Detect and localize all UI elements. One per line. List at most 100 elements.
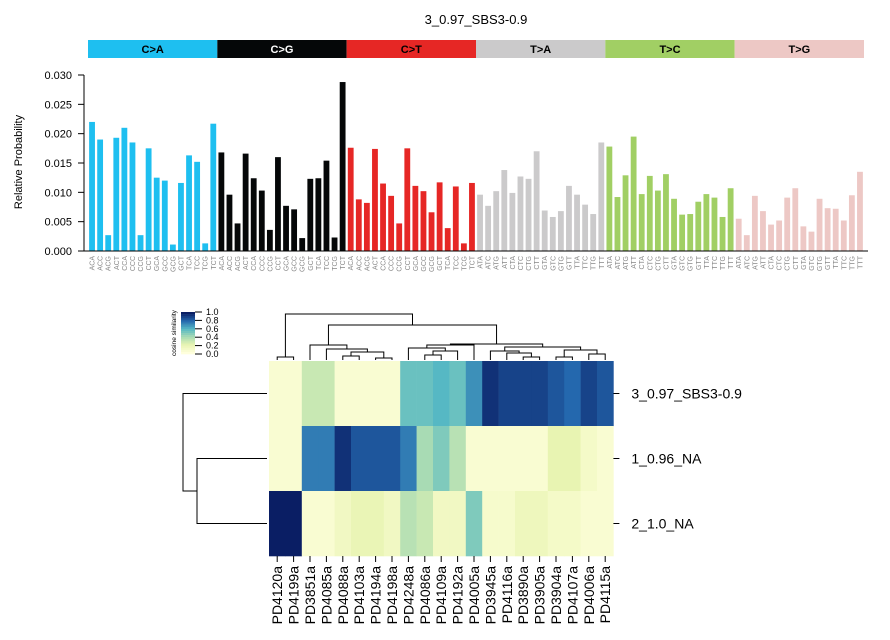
bar-45 [444, 228, 451, 251]
bar-54 [517, 176, 524, 251]
col-label-18: PD3904a [548, 566, 564, 625]
x-tick-label-42: GCC [421, 256, 428, 272]
y-tick-label-4: 0.020 [44, 129, 72, 141]
x-tick-label-39: CCG [397, 256, 404, 272]
row-label-2: 1_0.96_NA [631, 451, 702, 467]
bar-21 [250, 178, 257, 251]
bar-22 [258, 190, 265, 251]
strip-6 [734, 40, 864, 58]
bar-69 [638, 194, 645, 251]
strip-1 [88, 40, 218, 58]
x-tick-label-69: CTA [639, 256, 646, 270]
x-tick-label-34: ACC [356, 256, 363, 271]
strip-label-5: T>C [659, 44, 680, 56]
cell-r1-c3 [301, 361, 319, 427]
x-tick-label-19: ACG [235, 256, 242, 271]
bar-62 [582, 204, 589, 251]
cell-r3-c17 [531, 491, 549, 557]
y-tick-label-1: 0.005 [44, 217, 72, 229]
x-tick-label-74: GTC [680, 256, 687, 271]
cell-r1-c2 [285, 361, 303, 427]
legend-swatch-15 [181, 341, 195, 344]
legend-swatch-7 [181, 324, 195, 327]
col-label-17: PD3905a [532, 566, 548, 625]
cell-r1-c19 [564, 361, 581, 427]
bar-77 [703, 194, 710, 251]
cell-r1-c7 [367, 361, 385, 427]
bar-74 [679, 214, 686, 251]
col-label-8: PD4198a [384, 566, 400, 625]
x-tick-label-36: ACT [372, 255, 379, 270]
cell-r1-c20 [580, 361, 598, 427]
bar-89 [800, 226, 807, 251]
col-label-19: PD4107a [564, 566, 580, 625]
y-tick-label-5: 0.025 [44, 99, 72, 111]
col-label-9: PD4248a [400, 566, 416, 625]
bar-4 [113, 137, 120, 251]
strip-4 [476, 40, 606, 58]
col-label-5: PD4088a [335, 566, 351, 625]
cell-r1-c8 [383, 361, 401, 427]
col-dendro-link-10 [426, 344, 475, 360]
x-tick-label-72: CTT [663, 255, 670, 269]
x-tick-label-59: GTG [558, 256, 565, 271]
legend-swatch-8 [181, 326, 195, 330]
x-tick-label-76: GTT [696, 255, 703, 270]
cell-r1-c16 [515, 361, 532, 427]
x-tick-label-9: GCA [154, 256, 161, 272]
x-tick-label-47: TCG [461, 256, 468, 271]
legend-swatch-5 [181, 320, 195, 323]
bar-61 [574, 194, 580, 251]
x-tick-label-51: ATG [494, 256, 501, 270]
x-tick-label-30: TCC [324, 256, 331, 270]
cell-r3-c8 [383, 491, 401, 557]
col-label-14: PD3945a [482, 566, 498, 625]
bar-92 [824, 208, 831, 251]
cell-r1-c21 [597, 361, 614, 427]
bar-46 [452, 186, 459, 251]
x-tick-label-86: CTC [777, 256, 784, 270]
bar-8 [145, 148, 152, 251]
x-tick-label-50: ATC [486, 256, 493, 269]
cell-r3-c10 [416, 491, 434, 557]
bar-48 [469, 182, 475, 251]
x-tick-label-71: CTG [655, 256, 662, 271]
cell-r1-c12 [449, 361, 467, 427]
col-label-4: PD4085a [318, 566, 334, 625]
y-tick-label-0: 0.000 [44, 246, 72, 258]
bar-18 [226, 194, 233, 251]
legend-swatch-6 [181, 322, 195, 325]
y-axis-label: Relative Probability [13, 114, 25, 209]
legend-swatch-19 [181, 349, 195, 353]
x-tick-label-1: ACA [90, 256, 97, 271]
bar-10 [161, 180, 168, 251]
col-dendro-link-6 [309, 344, 348, 360]
cell-r3-c2 [285, 491, 303, 557]
legend-tick-label-2: 0.8 [206, 315, 219, 325]
cosine-similarity-heatmap: 1.00.80.60.40.20.0 cosine similarity 3_0.… [171, 307, 742, 624]
bar-38 [388, 195, 395, 251]
cell-r2-c21 [597, 426, 614, 492]
bar-78 [711, 197, 718, 251]
x-tick-label-83: ATG [752, 256, 759, 270]
legend-title: cosine similarity [171, 309, 178, 356]
bar-47 [460, 243, 467, 251]
x-tick-label-65: ATA [607, 256, 614, 269]
x-tick-label-3: ACG [106, 256, 113, 271]
bar-27 [299, 238, 306, 251]
bar-67 [622, 175, 629, 251]
x-tick-label-88: CTT [793, 255, 800, 269]
x-tick-label-64: TTT [599, 255, 606, 269]
bar-35 [363, 202, 370, 251]
x-tick-label-14: TCC [195, 256, 202, 270]
bar-51 [493, 191, 500, 251]
x-tick-label-68: ATT [631, 255, 638, 268]
cell-r1-c9 [400, 361, 417, 427]
bar-13 [186, 155, 192, 251]
bar-64 [598, 142, 605, 251]
x-tick-label-56: CTT [534, 255, 541, 269]
cell-r1-c11 [433, 361, 450, 427]
bar-50 [485, 205, 492, 251]
bar-79 [719, 216, 726, 251]
